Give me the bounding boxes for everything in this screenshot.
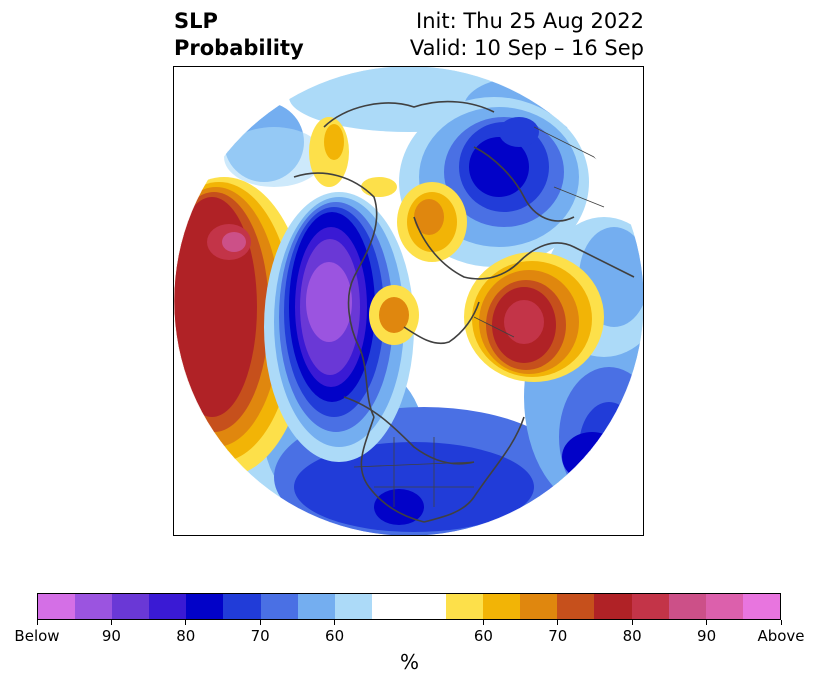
colorbar-swatch bbox=[334, 594, 372, 619]
colorbar-swatch bbox=[260, 594, 298, 619]
colorbar-swatch bbox=[668, 594, 706, 619]
hudson-bay-high bbox=[397, 182, 467, 262]
colorbar-tick-mark bbox=[706, 620, 708, 625]
colorbar-units: % bbox=[399, 650, 419, 674]
valid-range: Valid: 10 Sep – 16 Sep bbox=[409, 36, 644, 60]
title-line-2: Probability bbox=[174, 36, 304, 60]
map-canvas bbox=[174, 67, 643, 535]
colorbar-swatch bbox=[446, 594, 484, 619]
colorbar-swatch bbox=[705, 594, 743, 619]
colorbar-tick-label: 80 bbox=[622, 627, 642, 645]
colorbar-tick-mark bbox=[110, 620, 112, 625]
colorbar-swatch bbox=[742, 594, 780, 619]
probability-map bbox=[173, 66, 644, 536]
colorbar-tick-label: 90 bbox=[697, 627, 717, 645]
colorbar-tick-mark bbox=[36, 620, 38, 625]
north-atlantic-low bbox=[562, 432, 622, 482]
colorbar-swatch bbox=[557, 594, 595, 619]
colorbar-tick-mark bbox=[185, 620, 187, 625]
colorbar-swatch bbox=[594, 594, 632, 619]
plot-title: SLP Probability bbox=[174, 8, 304, 62]
colorbar-ticks: Below 90 80 70 60 60 70 80 90 Above bbox=[0, 620, 819, 646]
probability-colorbar bbox=[37, 593, 781, 620]
colorbar-swatch bbox=[631, 594, 669, 619]
colorbar-tick-label: Below bbox=[14, 627, 60, 645]
colorbar-tick-mark bbox=[631, 620, 633, 625]
colorbar-swatch bbox=[75, 594, 113, 619]
init-date: Init: Thu 25 Aug 2022 bbox=[416, 9, 644, 33]
colorbar-swatch bbox=[112, 594, 150, 619]
title-line-1: SLP bbox=[174, 9, 218, 33]
colorbar-tick-label: 90 bbox=[101, 627, 121, 645]
date-info: Init: Thu 25 Aug 2022 Valid: 10 Sep – 16… bbox=[410, 8, 644, 62]
colorbar-tick-label: Above bbox=[757, 627, 805, 645]
colorbar-tick-mark bbox=[334, 620, 336, 625]
colorbar-tick-mark bbox=[557, 620, 559, 625]
colorbar-swatch bbox=[483, 594, 521, 619]
scandinavia-high bbox=[464, 252, 604, 382]
colorbar-tick-label: 80 bbox=[176, 627, 196, 645]
colorbar-swatch bbox=[297, 594, 335, 619]
arctic-small-highs bbox=[309, 117, 397, 197]
colorbar-swatch bbox=[408, 594, 447, 619]
colorbar-tick-label: 60 bbox=[325, 627, 345, 645]
colorbar-swatch bbox=[371, 594, 409, 619]
colorbar-swatch bbox=[520, 594, 558, 619]
colorbar-tick-mark bbox=[482, 620, 484, 625]
colorbar-tick-label: 60 bbox=[473, 627, 493, 645]
colorbar-swatch bbox=[186, 594, 224, 619]
colorbar-swatch bbox=[38, 594, 76, 619]
colorbar-tick-mark bbox=[780, 620, 782, 625]
colorbar-tick-label: 70 bbox=[548, 627, 568, 645]
colorbar-swatch bbox=[223, 594, 261, 619]
coastlines bbox=[293, 100, 635, 523]
colorbar-swatch bbox=[149, 594, 187, 619]
colorbar-tick-label: 70 bbox=[250, 627, 270, 645]
colorbar-tick-mark bbox=[259, 620, 261, 625]
western-canada-low bbox=[264, 192, 414, 462]
polar-small-high bbox=[369, 285, 419, 345]
